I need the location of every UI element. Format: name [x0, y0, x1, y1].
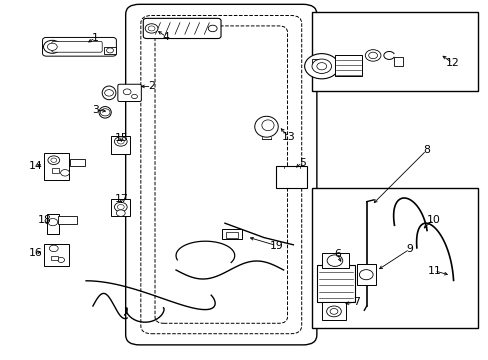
Circle shape [123, 89, 131, 95]
Circle shape [114, 137, 127, 146]
Text: 1: 1 [92, 33, 99, 43]
Circle shape [316, 63, 326, 70]
Circle shape [368, 52, 377, 59]
Circle shape [359, 270, 372, 280]
Circle shape [104, 90, 113, 96]
Text: 7: 7 [353, 297, 360, 307]
Text: 8: 8 [422, 145, 429, 156]
Text: 5: 5 [298, 158, 305, 168]
Bar [52, 168, 59, 173]
Bar [70, 159, 84, 166]
Ellipse shape [262, 120, 273, 131]
Text: 3: 3 [92, 105, 99, 115]
Text: 18: 18 [38, 215, 52, 225]
Bar [393, 57, 402, 66]
Bar [111, 199, 130, 216]
Bar [335, 55, 362, 76]
FancyBboxPatch shape [125, 4, 316, 345]
Text: 2: 2 [148, 81, 155, 91]
Bar [51, 256, 58, 260]
Bar [47, 214, 59, 234]
Circle shape [48, 219, 58, 226]
Ellipse shape [254, 116, 278, 137]
Circle shape [304, 54, 338, 79]
Text: 19: 19 [269, 240, 283, 251]
FancyBboxPatch shape [42, 37, 116, 56]
Bar [111, 136, 130, 154]
Circle shape [326, 306, 341, 317]
Text: 13: 13 [281, 132, 295, 142]
Circle shape [117, 204, 124, 210]
Circle shape [329, 309, 337, 314]
Circle shape [117, 139, 124, 144]
Bar [311, 12, 477, 91]
Ellipse shape [102, 86, 116, 100]
Text: 17: 17 [114, 194, 128, 204]
Bar [225, 232, 238, 238]
Circle shape [208, 25, 217, 32]
Text: 6: 6 [333, 249, 340, 259]
Bar [321, 253, 348, 268]
Circle shape [61, 170, 69, 176]
Text: 9: 9 [406, 244, 412, 254]
Ellipse shape [99, 107, 111, 118]
Text: 16: 16 [28, 248, 42, 258]
Circle shape [148, 26, 155, 31]
Circle shape [116, 210, 125, 216]
Text: 10: 10 [426, 215, 439, 225]
Circle shape [365, 50, 380, 61]
Circle shape [114, 202, 127, 212]
Circle shape [51, 158, 57, 162]
Text: 12: 12 [445, 58, 458, 68]
Circle shape [311, 59, 331, 73]
Bar [222, 229, 242, 239]
Bar [311, 59, 319, 67]
Bar [321, 302, 346, 320]
Circle shape [48, 156, 60, 165]
FancyBboxPatch shape [143, 18, 221, 39]
Bar [44, 153, 69, 180]
Circle shape [106, 48, 113, 53]
Circle shape [43, 40, 61, 53]
Circle shape [326, 255, 342, 266]
Circle shape [49, 245, 58, 252]
Bar [276, 166, 306, 188]
Bar [316, 265, 354, 302]
Bar [58, 216, 77, 224]
Circle shape [145, 24, 158, 33]
Text: 4: 4 [163, 32, 169, 42]
Circle shape [131, 94, 137, 99]
FancyBboxPatch shape [52, 41, 102, 52]
Bar [104, 47, 116, 54]
Text: 11: 11 [427, 266, 440, 276]
Bar [44, 244, 69, 266]
Circle shape [58, 257, 64, 262]
Circle shape [47, 43, 57, 50]
Bar [311, 188, 477, 328]
Bar [356, 264, 375, 285]
Circle shape [100, 109, 110, 116]
Text: 14: 14 [28, 161, 42, 171]
FancyBboxPatch shape [118, 84, 141, 102]
Text: 15: 15 [114, 132, 128, 143]
